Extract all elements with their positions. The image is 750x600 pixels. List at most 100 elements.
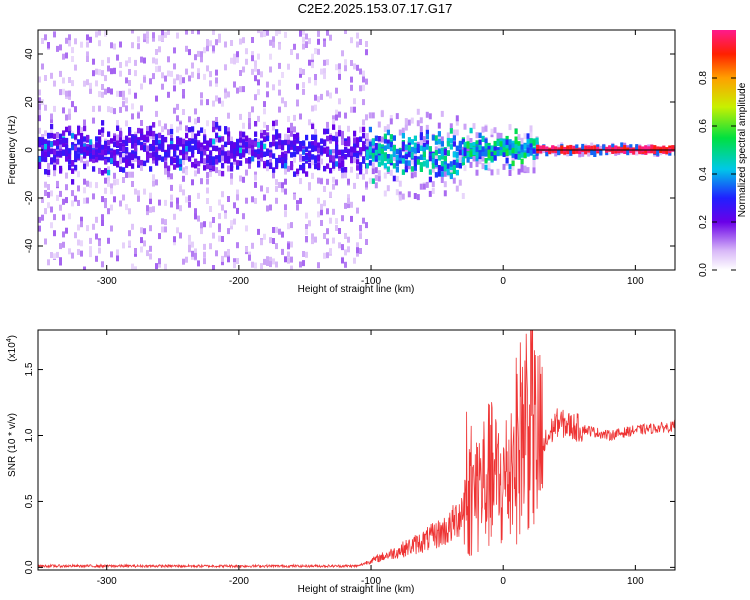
spectrogram-cell [158,261,161,268]
spectrogram-cell [332,162,336,168]
spectrogram-cell [395,189,399,196]
spectrogram-cell [410,172,414,179]
spectrogram-cell [475,169,479,176]
spectrogram-cell [137,127,141,134]
spectrogram-cell [224,155,228,161]
spectrogram-cell [119,90,122,97]
spectrogram-cell [218,157,222,163]
spectrogram-cell [647,146,651,152]
spectrogram-cell [455,169,459,176]
spectrogram-cell [101,127,105,133]
spectrogram-cell [161,83,164,90]
spectrogram-cell [398,194,402,201]
spectrogram-cell [487,152,491,159]
spectrogram-cell [65,126,69,133]
spectrogram-cell [425,140,429,146]
spectrogram-cell [47,151,51,157]
spectrogram-cell [368,146,372,153]
spectrogram-cell [484,151,488,157]
spectrogram-cell [125,135,129,142]
spectrogram-cell [77,126,81,133]
spectrogram-cell [131,223,134,230]
spectrogram-cell [200,127,204,133]
spectrogram-cell [41,63,44,70]
spectrogram-cell [179,186,182,193]
spectrogram-cell [452,135,456,141]
spectrogram-cell [68,113,71,120]
spectrogram-cell [511,147,515,154]
spectrogram-cell [449,173,453,180]
spectrogram-cell [478,151,482,157]
spectrogram-cell [644,145,648,151]
spectrogram-cell [251,261,254,268]
spectrogram-cell [233,262,236,269]
spectrogram-cell [134,59,137,66]
spectrogram-cell [452,168,456,174]
spectrogram-cell [173,213,176,220]
spectrogram-cell [410,139,414,145]
spectrogram-cell [251,68,254,75]
spectrogram-cell [221,162,225,169]
spectrogram-cell [80,127,83,134]
spectrogram-cell [80,221,83,228]
spectrogram-cell [218,153,222,159]
spectrogram-cell [281,182,284,189]
spectrogram-cell [635,149,639,156]
spectrogram-cell [56,132,59,138]
spectrogram-cell [221,170,225,177]
spectrogram-cell [194,213,197,220]
spectrogram-cell [125,60,128,67]
spectrogram-cell [466,143,470,149]
spectrogram-cell [374,167,378,174]
spectrogram-cell [44,190,47,196]
spectrogram-cell [410,158,414,165]
spectrogram-cell [50,113,53,120]
spectrogram-cell [347,140,351,147]
spectrogram-cell [56,159,60,165]
spectrogram-cell [98,136,102,142]
spectrogram-cell [236,138,240,145]
spectrogram-cell [62,53,65,60]
spectrogram-cell [233,81,236,88]
spectrogram-cell [218,199,221,206]
spectrogram-cell [68,130,72,136]
spectrogram-cell [134,146,138,152]
spectrogram-cell [425,111,429,118]
spectrogram-cell [41,143,45,149]
spectrogram-cell [317,96,320,103]
spectrogram-cell [407,119,411,126]
spectrogram-cell [380,160,384,166]
spectrogram-cell [47,169,51,175]
spectrogram-cell [299,178,302,185]
spectrogram-cell [332,183,335,190]
spectrogram-cell [116,160,120,167]
spectrogram-cell [248,142,252,149]
spectrogram-cell [344,261,347,268]
spectrogram-cell [635,144,639,150]
spectrogram-cell [287,251,290,258]
spectrogram-cell [221,100,224,107]
spectrogram-cell [302,140,306,146]
spectrogram-cell [532,154,536,160]
spectrogram-cell [194,108,197,115]
spectrogram-cell [164,161,168,167]
spectrogram-cell [329,154,333,161]
spectrogram-cell [119,62,122,68]
spectrogram-cell [290,123,293,130]
spectrogram-cell [499,138,503,144]
spectrogram-cell [362,99,365,106]
spectrogram-cell [74,164,78,171]
spectrogram-cell [200,142,204,149]
spectrogram-cell [269,256,272,263]
spectrogram-cell [377,136,381,142]
spectrogram-cell [146,154,150,160]
spectrogram-cell [179,165,183,171]
spectrogram-cell [188,75,191,82]
spectrogram-cell [455,115,459,122]
spectrogram-cell [212,45,215,52]
spectrogram-cell [278,228,281,235]
spectrogram-cell [269,53,272,60]
spectrogram-cell [311,233,314,240]
